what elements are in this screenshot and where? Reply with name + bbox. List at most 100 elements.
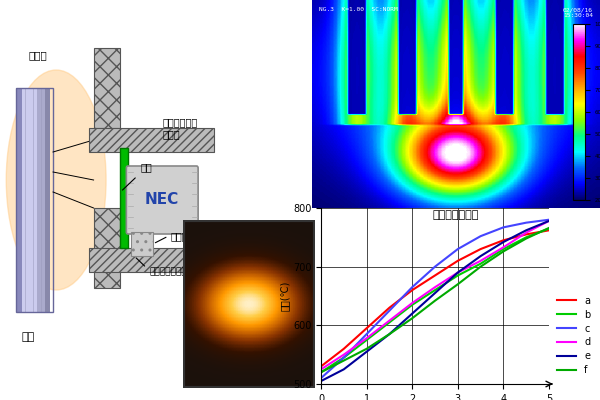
c bbox=[523, 220, 530, 225]
c bbox=[363, 332, 370, 336]
f bbox=[500, 249, 507, 254]
b bbox=[340, 355, 347, 360]
a bbox=[477, 247, 484, 252]
a bbox=[340, 346, 347, 351]
f bbox=[340, 358, 347, 363]
d bbox=[386, 318, 393, 323]
b bbox=[386, 320, 393, 325]
f bbox=[386, 332, 393, 336]
d bbox=[500, 245, 507, 250]
a bbox=[500, 238, 507, 243]
b bbox=[431, 288, 439, 292]
d bbox=[317, 367, 325, 372]
e bbox=[363, 349, 370, 354]
f bbox=[317, 370, 325, 375]
FancyBboxPatch shape bbox=[127, 166, 198, 234]
Line: b: b bbox=[321, 228, 549, 372]
c bbox=[340, 355, 347, 360]
a bbox=[363, 326, 370, 331]
Text: 覗き窓番号読み取り装置: 覗き窓番号読み取り装置 bbox=[150, 268, 209, 276]
Text: 加熱炉: 加熱炉 bbox=[28, 50, 47, 60]
a bbox=[386, 305, 393, 310]
c bbox=[454, 247, 461, 252]
Bar bbox=[94, 48, 120, 128]
f bbox=[545, 226, 553, 230]
Line: f: f bbox=[321, 228, 549, 372]
e bbox=[431, 291, 439, 296]
Line: d: d bbox=[321, 221, 549, 369]
Bar bbox=[94, 208, 120, 288]
e bbox=[317, 379, 325, 384]
b bbox=[317, 370, 325, 375]
Ellipse shape bbox=[6, 70, 106, 290]
Line: a: a bbox=[321, 230, 549, 366]
c bbox=[500, 225, 507, 230]
a bbox=[317, 364, 325, 369]
Text: 02/08/16
15:30:04: 02/08/16 15:30:04 bbox=[563, 7, 593, 18]
e bbox=[386, 332, 393, 336]
b bbox=[545, 226, 553, 231]
b bbox=[363, 338, 370, 342]
a bbox=[409, 288, 416, 292]
d bbox=[363, 336, 370, 341]
e bbox=[454, 270, 461, 275]
Bar bbox=[33, 88, 34, 312]
Bar bbox=[89, 248, 214, 272]
d bbox=[409, 301, 416, 306]
f bbox=[409, 316, 416, 321]
a bbox=[545, 228, 553, 233]
e bbox=[545, 218, 553, 223]
a bbox=[454, 258, 461, 263]
b bbox=[477, 261, 484, 266]
d bbox=[431, 285, 439, 290]
Text: 赤外線カメラ
炭越し: 赤外線カメラ 炭越し bbox=[162, 117, 197, 139]
e bbox=[523, 228, 530, 233]
a bbox=[431, 273, 439, 278]
a bbox=[523, 232, 530, 237]
f bbox=[523, 236, 530, 241]
c bbox=[317, 376, 325, 380]
Bar bbox=[41, 88, 42, 312]
d bbox=[523, 230, 530, 235]
Bar bbox=[131, 232, 153, 256]
b bbox=[454, 273, 461, 278]
d bbox=[477, 258, 484, 263]
Bar bbox=[89, 128, 214, 152]
Text: 炉内温度測定例: 炉内温度測定例 bbox=[433, 210, 479, 220]
Bar bbox=[22, 88, 37, 312]
b bbox=[500, 247, 507, 252]
c bbox=[386, 308, 393, 313]
f bbox=[454, 282, 461, 287]
Bar bbox=[45, 88, 50, 312]
c bbox=[431, 264, 439, 269]
Text: 窓材: 窓材 bbox=[140, 162, 152, 172]
Bar bbox=[16, 88, 22, 312]
Bar bbox=[16, 88, 53, 312]
b bbox=[523, 235, 530, 240]
Text: 配管: 配管 bbox=[22, 332, 35, 342]
c bbox=[477, 234, 484, 238]
Y-axis label: 温度(℃): 温度(℃) bbox=[280, 281, 290, 311]
f bbox=[477, 264, 484, 269]
Text: NG.3  K=1.00  SC:NORM: NG.3 K=1.00 SC:NORM bbox=[319, 7, 398, 12]
e bbox=[340, 367, 347, 372]
Text: 取付治具: 取付治具 bbox=[170, 231, 194, 241]
e bbox=[477, 254, 484, 258]
Legend: a, b, c, d, e, f: a, b, c, d, e, f bbox=[553, 292, 594, 379]
c bbox=[545, 217, 553, 222]
Line: e: e bbox=[321, 221, 549, 381]
d bbox=[545, 218, 553, 223]
b bbox=[409, 302, 416, 307]
c bbox=[409, 285, 416, 290]
Line: c: c bbox=[321, 220, 549, 378]
e bbox=[500, 240, 507, 244]
Bar bbox=[25, 88, 26, 312]
d bbox=[454, 270, 461, 275]
f bbox=[363, 346, 370, 351]
f bbox=[431, 298, 439, 303]
e bbox=[409, 311, 416, 316]
Text: NEC: NEC bbox=[145, 192, 179, 208]
d bbox=[340, 352, 347, 357]
Bar bbox=[37, 88, 45, 312]
Bar bbox=[120, 148, 128, 248]
